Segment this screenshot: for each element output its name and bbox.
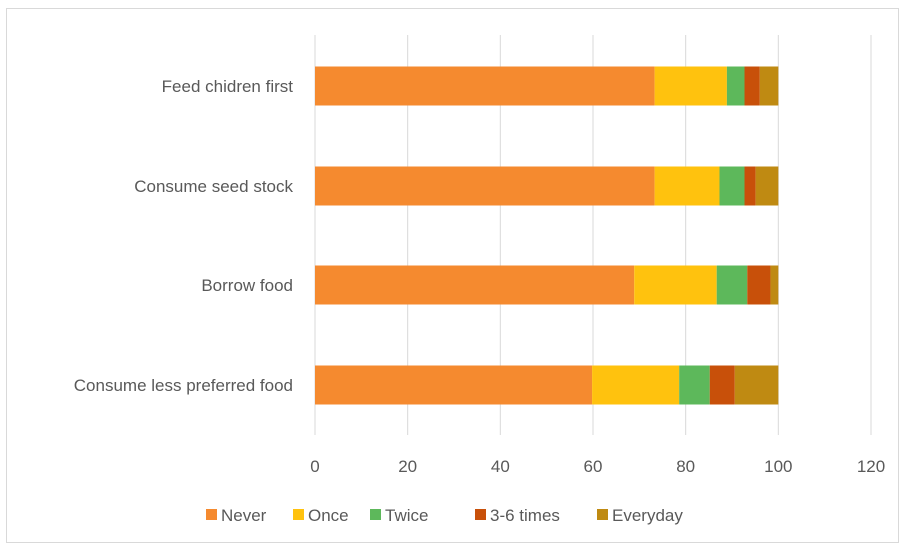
bar-segment <box>716 265 748 305</box>
bar-segment <box>726 66 745 106</box>
legend-item: Everyday <box>597 506 683 525</box>
bar-segment <box>315 66 655 106</box>
x-tick-label: 120 <box>857 457 885 476</box>
bar-segment <box>759 66 779 106</box>
legend-label: Everyday <box>612 506 683 525</box>
bar-segment <box>719 166 745 206</box>
x-tick-label: 80 <box>676 457 695 476</box>
bar-segment <box>755 166 779 206</box>
bar-segment <box>315 166 655 206</box>
bar-segment <box>634 265 717 305</box>
legend-item: 3-6 times <box>475 506 560 525</box>
bar-segment <box>744 66 760 106</box>
legend-item: Once <box>293 506 349 525</box>
bar-segment <box>734 365 779 405</box>
bar-segment <box>315 365 593 405</box>
legend-item: Never <box>206 506 267 525</box>
category-label: Borrow food <box>201 276 293 295</box>
x-tick-label: 60 <box>584 457 603 476</box>
legend-label: 3-6 times <box>490 506 560 525</box>
legend-swatch <box>293 509 304 520</box>
legend-label: Once <box>308 506 349 525</box>
bar-segment <box>592 365 680 405</box>
x-tick-label: 0 <box>310 457 319 476</box>
category-label: Consume less preferred food <box>74 376 293 395</box>
legend-item: Twice <box>370 506 428 525</box>
bar-segment <box>744 166 756 206</box>
legend-label: Never <box>221 506 267 525</box>
category-label: Consume seed stock <box>134 177 293 196</box>
legend-label: Twice <box>385 506 428 525</box>
legend-swatch <box>475 509 486 520</box>
category-label: Feed chidren first <box>162 77 294 96</box>
x-tick-label: 40 <box>491 457 510 476</box>
x-tick-label: 20 <box>398 457 417 476</box>
bar-segment <box>747 265 771 305</box>
bar-segment <box>654 166 720 206</box>
bar-segment <box>654 66 727 106</box>
legend-swatch <box>597 509 608 520</box>
legend-swatch <box>370 509 381 520</box>
bars <box>315 66 779 405</box>
x-axis-tick-labels: 0 20 40 60 80 100 120 <box>310 457 885 476</box>
legend-swatch <box>206 509 217 520</box>
bar-segment <box>770 265 779 305</box>
category-labels: Feed chidren first Consume seed stock Borr… <box>74 77 294 395</box>
bar-segment <box>709 365 735 405</box>
bar-segment <box>679 365 710 405</box>
bar-segment <box>315 265 635 305</box>
legend: Never Once Twice 3-6 times Everyday <box>206 506 683 525</box>
x-tick-label: 100 <box>764 457 792 476</box>
